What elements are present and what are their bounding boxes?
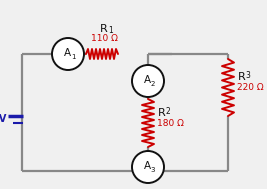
- Text: R: R: [100, 24, 108, 34]
- Circle shape: [132, 151, 164, 183]
- Text: 2: 2: [165, 107, 170, 116]
- Text: R: R: [238, 73, 246, 83]
- Text: 3: 3: [151, 167, 155, 173]
- Text: 110 Ω: 110 Ω: [91, 34, 117, 43]
- Circle shape: [52, 38, 84, 70]
- Text: 220 Ω: 220 Ω: [237, 83, 264, 92]
- Text: 3: 3: [245, 71, 250, 81]
- Text: A: A: [143, 75, 151, 85]
- Text: 24 V: 24 V: [0, 115, 6, 125]
- Circle shape: [132, 65, 164, 97]
- Text: 1: 1: [109, 26, 113, 35]
- Text: A: A: [64, 48, 70, 58]
- Text: R: R: [158, 108, 166, 118]
- Text: 1: 1: [71, 54, 75, 60]
- Text: 180 Ω: 180 Ω: [157, 119, 184, 128]
- Text: 2: 2: [151, 81, 155, 87]
- Text: A: A: [143, 161, 151, 171]
